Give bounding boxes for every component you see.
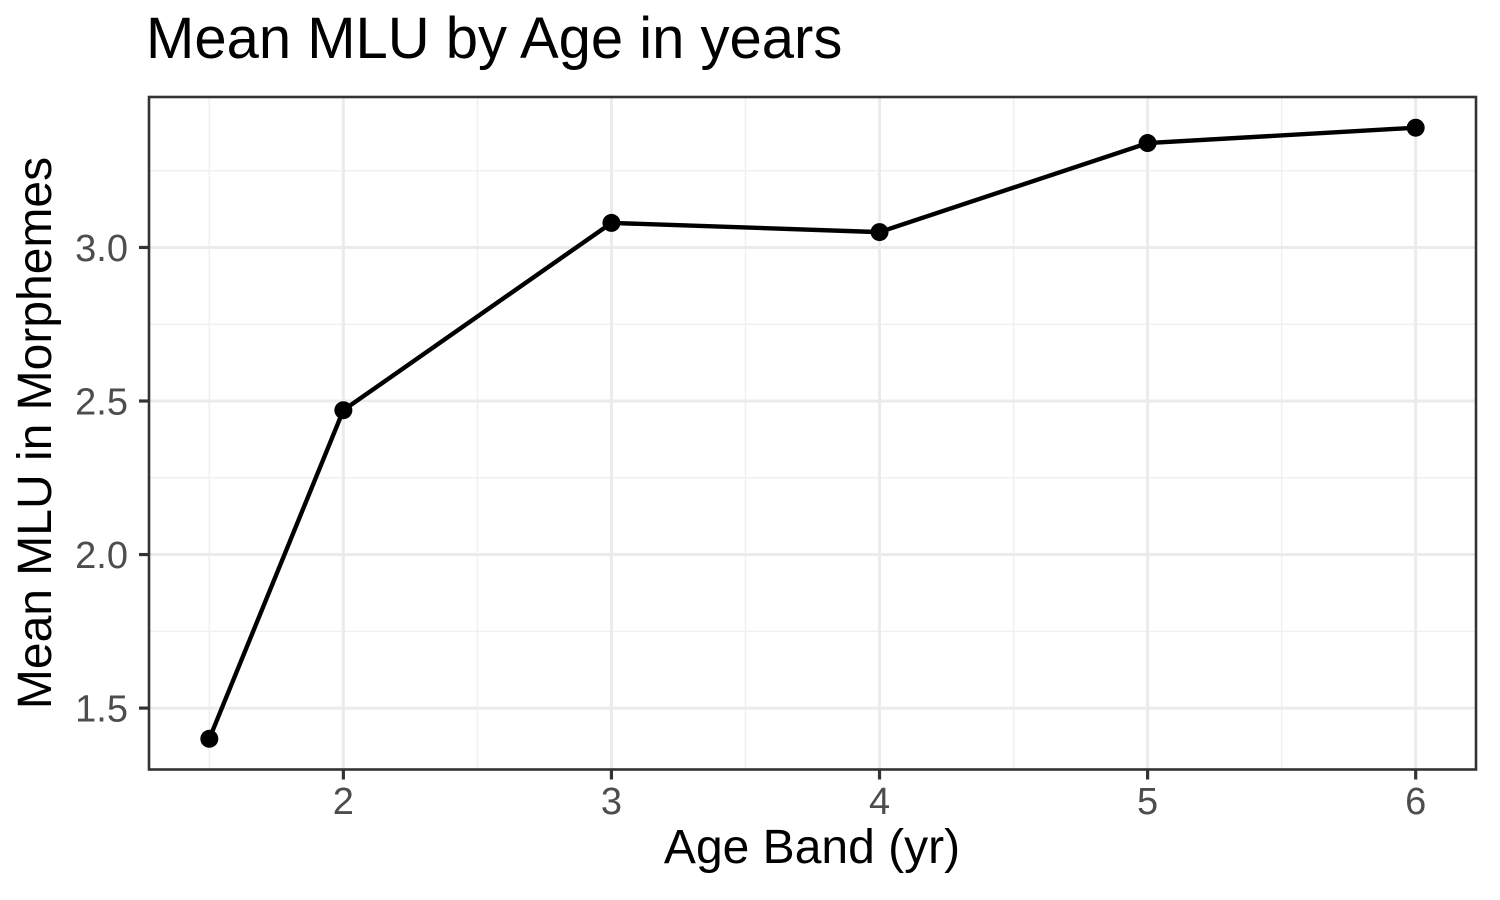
x-tick-label: 2 — [333, 781, 354, 823]
x-tick-label: 3 — [601, 781, 622, 823]
data-point — [870, 223, 889, 242]
y-tick-label: 2.5 — [75, 382, 128, 424]
x-tick-label: 5 — [1137, 781, 1158, 823]
panel-background — [149, 97, 1476, 770]
chart-title: Mean MLU by Age in years — [146, 6, 843, 71]
y-tick-label: 3.0 — [75, 228, 128, 270]
x-tick-label: 4 — [869, 781, 890, 823]
data-point — [1138, 134, 1157, 153]
x-axis-title: Age Band (yr) — [663, 821, 961, 874]
y-tick-label: 2.0 — [75, 535, 128, 577]
data-point — [1406, 118, 1425, 137]
data-point — [602, 213, 621, 232]
y-tick-label: 1.5 — [75, 689, 128, 731]
x-tick-label: 6 — [1405, 781, 1426, 823]
data-point — [334, 401, 353, 420]
data-point — [200, 729, 219, 748]
data-line — [207, 125, 1416, 740]
panel-border — [147, 95, 1478, 771]
